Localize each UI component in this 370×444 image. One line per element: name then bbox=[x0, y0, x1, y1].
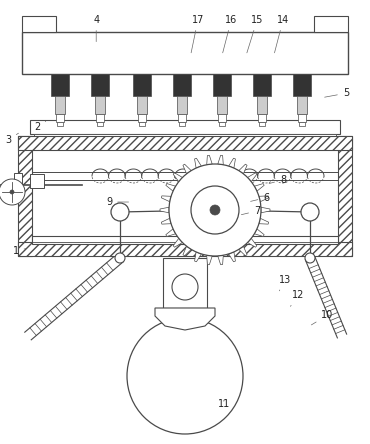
Bar bbox=[138, 114, 146, 122]
Polygon shape bbox=[166, 183, 176, 191]
Circle shape bbox=[191, 186, 239, 234]
Polygon shape bbox=[259, 218, 269, 224]
Bar bbox=[30, 174, 44, 188]
Text: 8: 8 bbox=[269, 175, 286, 185]
Bar bbox=[56, 114, 64, 122]
Bar bbox=[95, 96, 105, 114]
Polygon shape bbox=[229, 252, 235, 262]
Bar bbox=[258, 114, 266, 122]
Polygon shape bbox=[259, 196, 269, 202]
Bar bbox=[55, 96, 65, 114]
Bar bbox=[139, 122, 145, 126]
Bar bbox=[91, 74, 109, 96]
Polygon shape bbox=[173, 238, 182, 247]
Bar bbox=[219, 122, 225, 126]
Bar bbox=[213, 74, 231, 96]
Text: 5: 5 bbox=[324, 88, 349, 98]
Bar bbox=[137, 96, 147, 114]
Bar bbox=[297, 96, 307, 114]
Circle shape bbox=[127, 318, 243, 434]
Text: 15: 15 bbox=[247, 15, 263, 53]
Text: 2: 2 bbox=[34, 121, 46, 131]
Bar bbox=[314, 16, 348, 32]
Polygon shape bbox=[183, 164, 191, 174]
Bar bbox=[177, 96, 187, 114]
Polygon shape bbox=[254, 183, 264, 191]
Bar bbox=[18, 136, 352, 150]
Bar bbox=[299, 122, 305, 126]
Polygon shape bbox=[161, 196, 171, 202]
Bar bbox=[293, 74, 311, 96]
Circle shape bbox=[172, 274, 198, 300]
Text: 1: 1 bbox=[13, 246, 26, 256]
Bar bbox=[338, 136, 352, 256]
Polygon shape bbox=[207, 155, 212, 165]
Bar bbox=[298, 114, 306, 122]
Polygon shape bbox=[160, 207, 169, 213]
Bar bbox=[97, 122, 103, 126]
Text: 10: 10 bbox=[311, 310, 334, 325]
Text: 16: 16 bbox=[223, 15, 238, 53]
Text: 6: 6 bbox=[250, 193, 269, 202]
Bar bbox=[57, 122, 63, 126]
Text: 12: 12 bbox=[290, 290, 304, 306]
Bar bbox=[178, 114, 186, 122]
Polygon shape bbox=[218, 255, 223, 265]
Circle shape bbox=[111, 203, 129, 221]
Polygon shape bbox=[207, 255, 212, 265]
Bar bbox=[32, 236, 338, 244]
Circle shape bbox=[115, 253, 125, 263]
Bar bbox=[96, 114, 104, 122]
Text: 9: 9 bbox=[106, 197, 128, 207]
Bar bbox=[218, 114, 226, 122]
Bar bbox=[22, 32, 348, 74]
Circle shape bbox=[169, 164, 261, 256]
Bar bbox=[163, 258, 207, 308]
Polygon shape bbox=[166, 229, 176, 237]
Polygon shape bbox=[261, 207, 270, 213]
Bar bbox=[179, 122, 185, 126]
Bar bbox=[14, 173, 22, 189]
Bar bbox=[253, 74, 271, 96]
Text: 4: 4 bbox=[93, 15, 99, 42]
Bar bbox=[30, 120, 340, 134]
Bar bbox=[259, 122, 265, 126]
Polygon shape bbox=[173, 173, 182, 182]
Circle shape bbox=[0, 179, 25, 205]
Text: 17: 17 bbox=[191, 15, 204, 53]
Text: 11: 11 bbox=[218, 399, 230, 409]
Text: 7: 7 bbox=[241, 206, 260, 216]
Bar bbox=[32, 150, 338, 242]
Polygon shape bbox=[218, 155, 223, 165]
Text: 14: 14 bbox=[275, 15, 289, 53]
Polygon shape bbox=[248, 173, 257, 182]
Circle shape bbox=[210, 205, 220, 215]
Circle shape bbox=[301, 203, 319, 221]
Bar bbox=[257, 96, 267, 114]
Polygon shape bbox=[195, 252, 201, 262]
Polygon shape bbox=[183, 246, 191, 256]
Polygon shape bbox=[229, 158, 235, 168]
Text: 13: 13 bbox=[279, 275, 291, 291]
Bar bbox=[51, 74, 69, 96]
Polygon shape bbox=[195, 158, 201, 168]
Text: 3: 3 bbox=[5, 133, 18, 145]
Polygon shape bbox=[248, 238, 257, 247]
Bar bbox=[173, 74, 191, 96]
Polygon shape bbox=[254, 229, 264, 237]
Bar bbox=[217, 96, 227, 114]
Bar bbox=[18, 136, 32, 256]
Bar bbox=[34, 134, 336, 140]
Polygon shape bbox=[239, 246, 247, 256]
Bar bbox=[133, 74, 151, 96]
Bar bbox=[18, 242, 352, 256]
Polygon shape bbox=[239, 164, 247, 174]
Polygon shape bbox=[155, 308, 215, 330]
Bar bbox=[22, 16, 56, 32]
Circle shape bbox=[305, 253, 315, 263]
Circle shape bbox=[10, 190, 14, 194]
Polygon shape bbox=[161, 218, 171, 224]
